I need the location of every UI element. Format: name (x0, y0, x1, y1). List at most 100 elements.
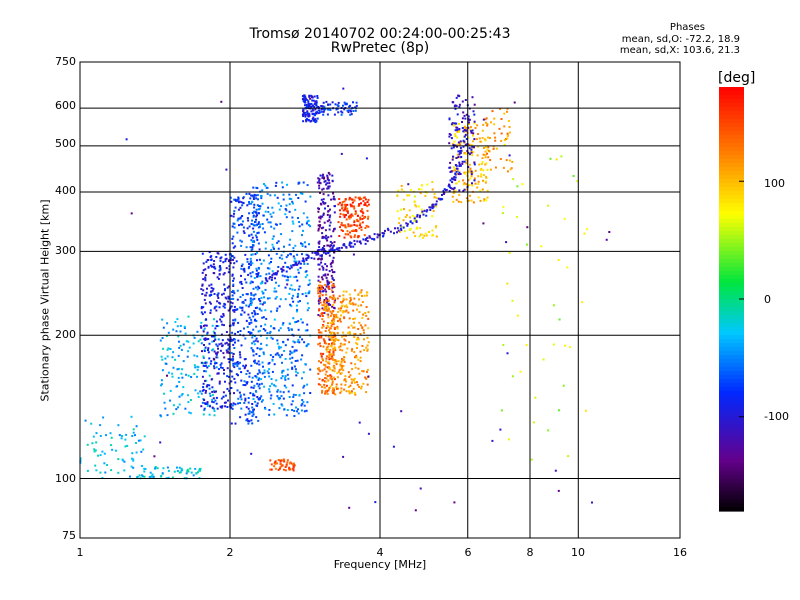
colorbar-segment (719, 195, 744, 200)
scatter-point (274, 467, 277, 470)
scatter-point (279, 346, 282, 349)
scatter-point (398, 217, 401, 220)
colorbar-segment (719, 191, 744, 196)
scatter-point (265, 241, 267, 244)
scatter-point (240, 313, 243, 316)
scatter-point (229, 259, 232, 262)
scatter-point (363, 349, 366, 352)
scatter-point (214, 361, 217, 364)
scatter-point (339, 226, 341, 229)
scatter-point (326, 239, 329, 242)
scatter-point (208, 413, 211, 416)
colorbar-segment (719, 451, 744, 456)
scatter-point (317, 288, 320, 291)
scatter-point (261, 316, 264, 319)
scatter-point (506, 134, 509, 137)
scatter-point (340, 372, 343, 375)
scatter-point (271, 359, 274, 362)
scatter-point (200, 321, 203, 324)
scatter-point (416, 226, 419, 229)
scatter-point (181, 368, 184, 371)
scatter-point (231, 358, 234, 360)
scatter-point (105, 434, 107, 437)
scatter-point (250, 280, 253, 283)
trace-point (353, 243, 356, 246)
trace-point (418, 216, 421, 219)
scatter-point (491, 110, 494, 113)
scatter-point (470, 131, 473, 134)
scatter-point (284, 344, 287, 347)
scatter-point (364, 204, 367, 206)
scatter-point (476, 186, 479, 189)
trace-point (463, 140, 466, 143)
scatter-point (240, 223, 242, 226)
scatter-point (176, 325, 179, 328)
scatter-point (250, 419, 253, 422)
scatter-point (178, 340, 180, 343)
scatter-point (352, 110, 355, 112)
scatter-point (319, 297, 322, 300)
scatter-point (177, 376, 180, 379)
scatter-point (353, 321, 355, 324)
scatter-point (339, 215, 342, 218)
scatter-point (281, 257, 284, 260)
scatter-point (493, 123, 496, 126)
scatter-point (95, 432, 98, 435)
scatter-point (339, 391, 342, 394)
scatter-point (339, 342, 342, 345)
scatter-point (160, 355, 163, 358)
scatter-point (322, 304, 325, 307)
scatter-point (557, 489, 560, 492)
scatter-point (340, 305, 343, 308)
scatter-point (415, 227, 418, 230)
scatter-point (254, 221, 257, 223)
scatter-point (454, 135, 457, 137)
scatter-point (322, 212, 325, 215)
scatter-point (465, 188, 468, 191)
scatter-point (474, 182, 477, 185)
scatter-point (296, 340, 299, 343)
scatter-point (233, 226, 236, 229)
scatter-point (220, 362, 223, 365)
scatter-point (304, 114, 307, 116)
scatter-point (323, 180, 326, 183)
scatter-point (428, 231, 430, 233)
scatter-point (239, 394, 242, 397)
scatter-point (339, 365, 342, 368)
scatter-point (299, 266, 302, 269)
scatter-point (357, 304, 360, 307)
trace-point (406, 223, 409, 226)
colorbar-segment (719, 91, 744, 96)
scatter-point (293, 276, 296, 279)
scatter-point (334, 335, 337, 338)
scatter-point (160, 384, 162, 387)
scatter-point (204, 391, 207, 394)
scatter-point (202, 355, 205, 358)
scatter-point (341, 335, 344, 338)
scatter-point (203, 350, 206, 352)
scatter-point (307, 115, 310, 118)
scatter-point (351, 230, 353, 232)
scatter-point (135, 425, 138, 428)
trace-point (320, 248, 323, 251)
colorbar-segment (719, 367, 744, 372)
scatter-point (317, 292, 320, 295)
scatter-point (348, 293, 351, 296)
scatter-point (101, 450, 104, 453)
scatter-point (232, 258, 234, 261)
scatter-point (331, 268, 334, 271)
scatter-point (275, 181, 278, 184)
trace-point (389, 230, 392, 233)
scatter-point (354, 317, 357, 320)
scatter-point (117, 458, 120, 461)
scatter-point (355, 356, 358, 359)
colorbar-segment (719, 435, 744, 440)
scatter-point (341, 311, 344, 314)
scatter-point (366, 383, 369, 386)
scatter-point (270, 310, 273, 313)
scatter-point (328, 270, 331, 273)
scatter-point (352, 326, 355, 329)
scatter-point (362, 329, 365, 332)
scatter-point (318, 178, 321, 181)
scatter-point (344, 375, 347, 378)
